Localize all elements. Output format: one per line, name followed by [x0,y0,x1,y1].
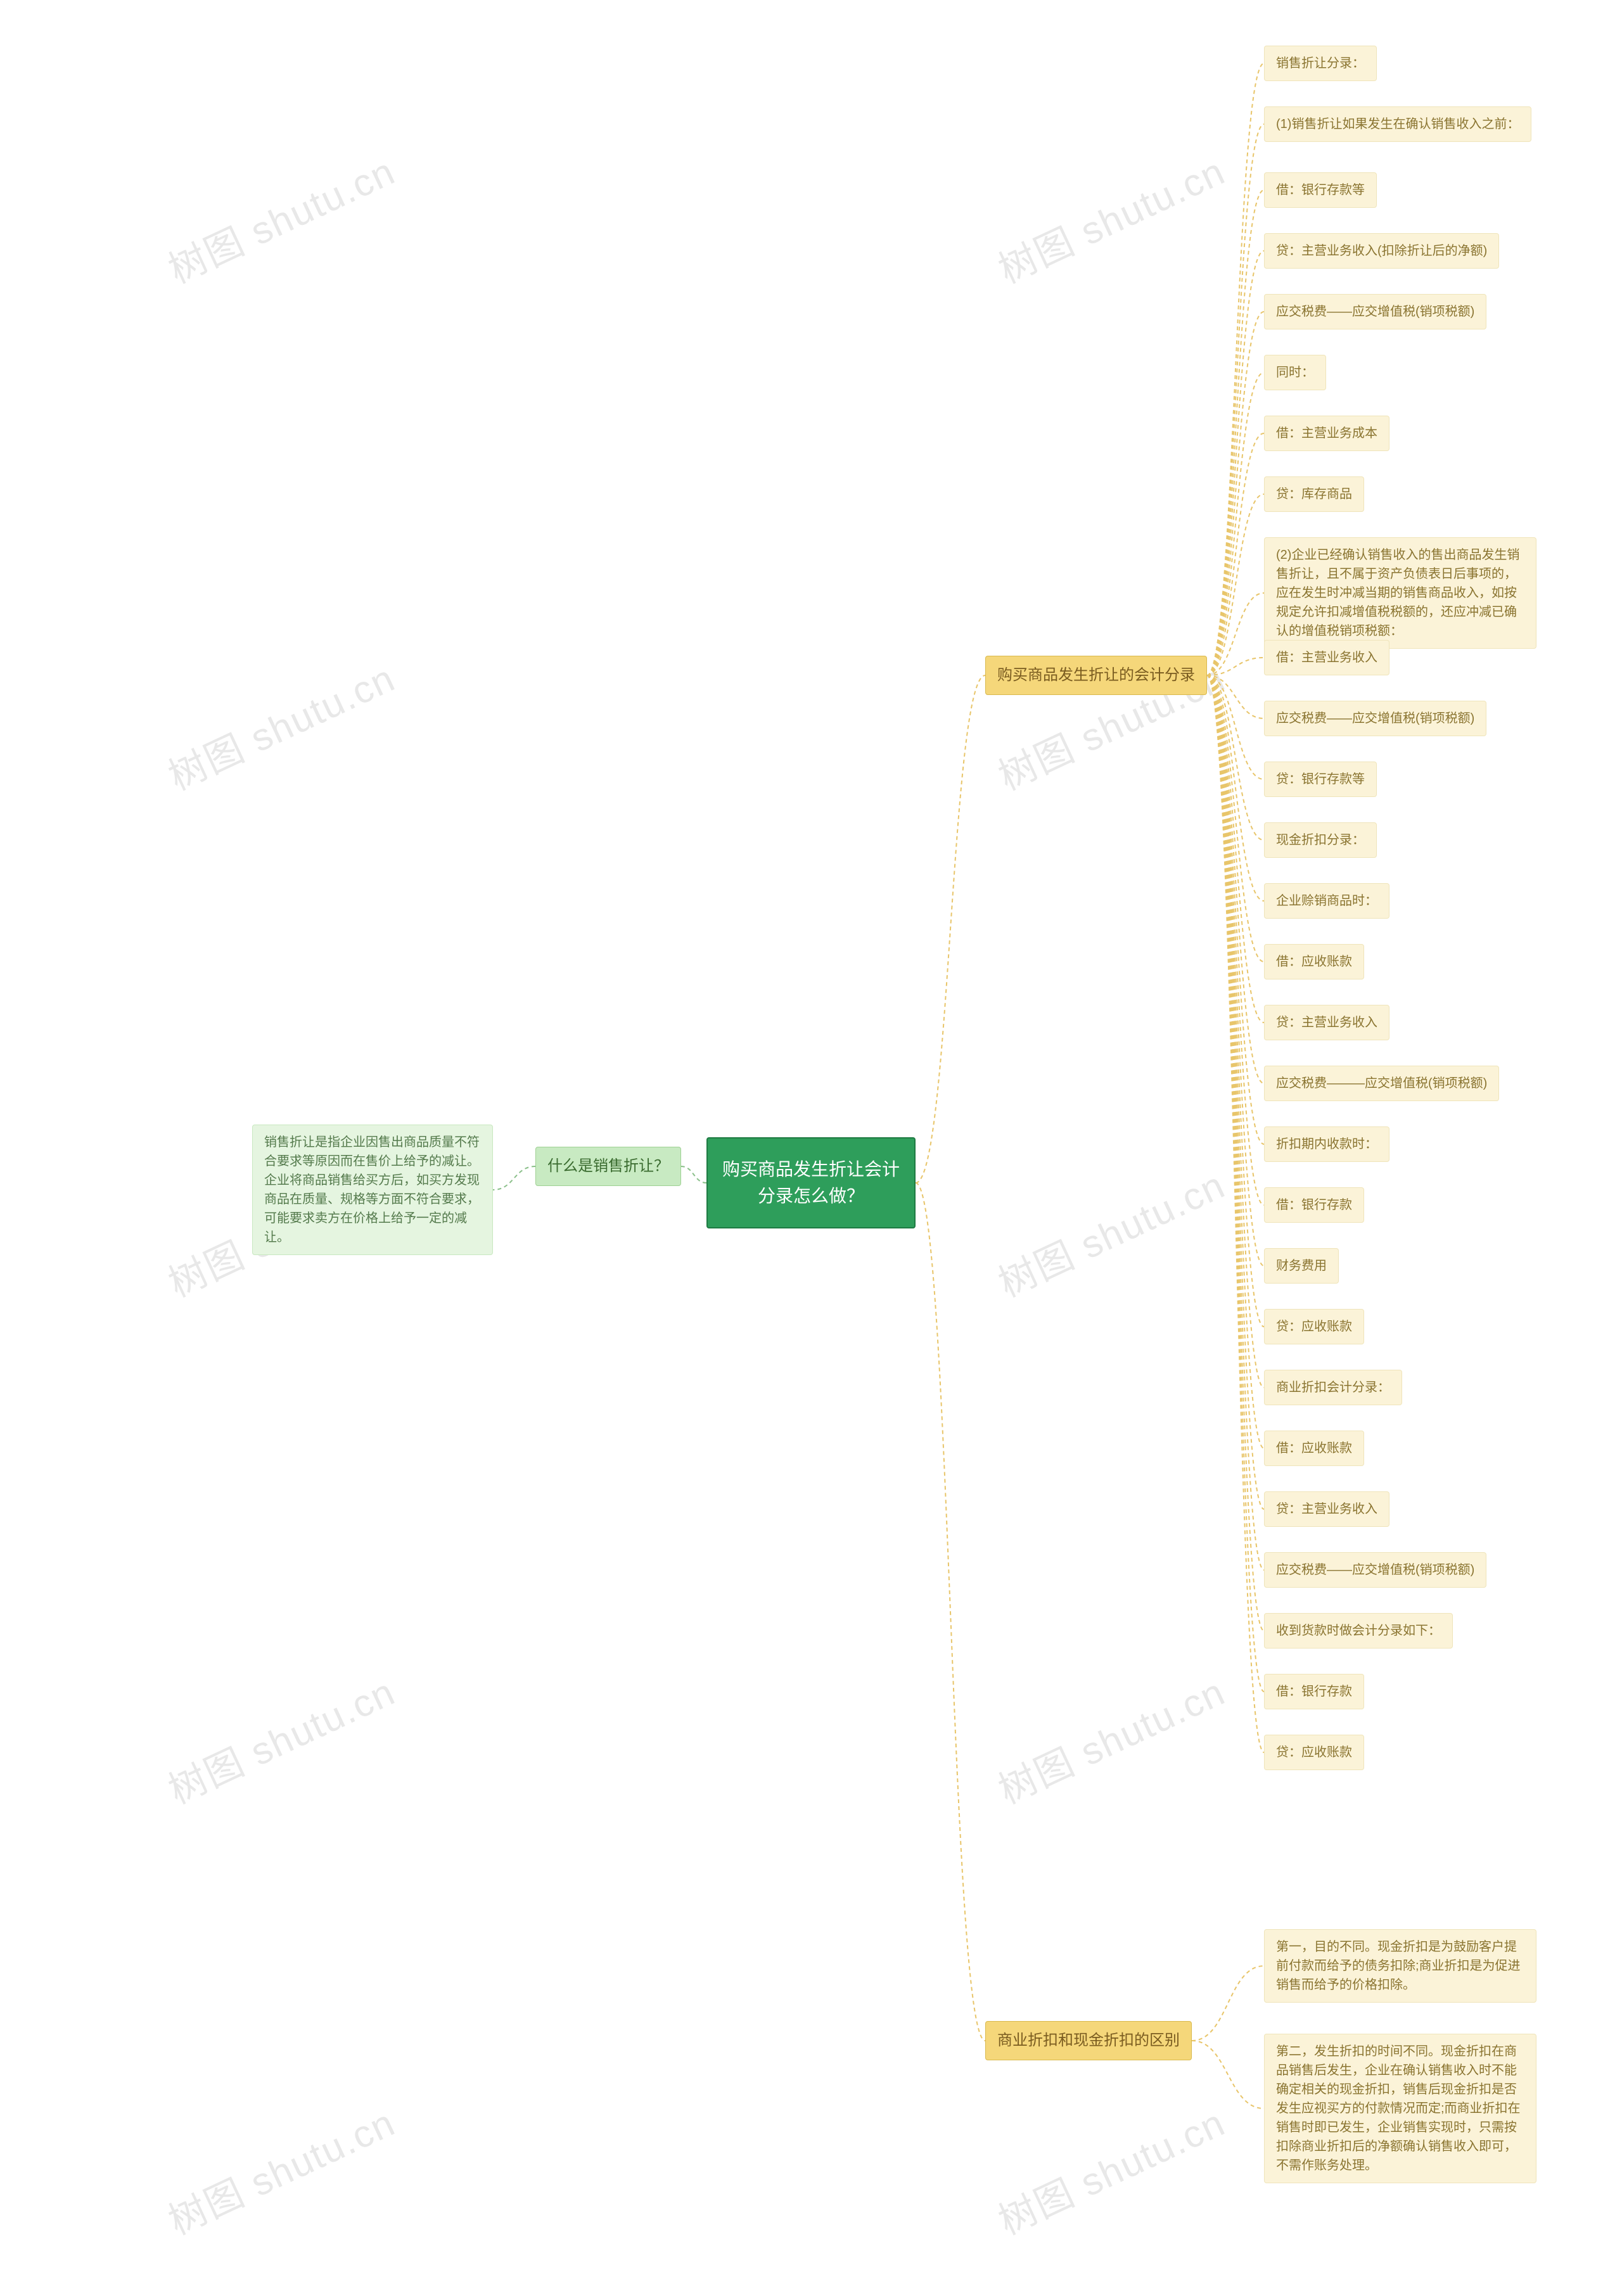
entry-leaf: 贷：主营业务收入(扣除折让后的净额) [1264,233,1499,269]
entry-leaf: 财务费用 [1264,1248,1339,1284]
entry-leaf: 借：应收账款 [1264,1431,1364,1466]
entry-leaf: (1)销售折让如果发生在确认销售收入之前： [1264,106,1531,142]
entry-leaf: 借：主营业务收入 [1264,640,1389,675]
difference-leaf: 第二，发生折扣的时间不同。现金折扣在商品销售后发生，企业在确认销售收入时不能确定… [1264,2034,1536,2183]
entry-leaf: 借：应收账款 [1264,944,1364,979]
entry-leaf: 商业折扣会计分录： [1264,1370,1402,1405]
entry-leaf: 应交税费——应交增值税(销项税额) [1264,701,1486,736]
entry-leaf: 应交税费———应交增值税(销项税额) [1264,1066,1499,1101]
branch-what-is[interactable]: 什么是销售折让？ [535,1147,681,1186]
entry-leaf: (2)企业已经确认销售收入的售出商品发生销售折让，且不属于资产负债表日后事项的，… [1264,537,1536,649]
entry-leaf: 贷：应收账款 [1264,1309,1364,1344]
entry-leaf: 销售折让分录： [1264,46,1377,81]
entry-leaf: 借：主营业务成本 [1264,416,1389,451]
entry-leaf: 同时： [1264,355,1326,390]
entry-leaf: 折扣期内收款时： [1264,1126,1389,1162]
entry-leaf: 贷：库存商品 [1264,476,1364,512]
entry-leaf: 应交税费——应交增值税(销项税额) [1264,294,1486,329]
entry-leaf: 现金折扣分录： [1264,822,1377,858]
entry-leaf: 企业赊销商品时： [1264,883,1389,919]
entry-leaf: 借：银行存款 [1264,1187,1364,1223]
entry-leaf: 贷：应收账款 [1264,1735,1364,1770]
entry-leaf: 收到货款时做会计分录如下： [1264,1613,1453,1649]
entry-leaf: 贷：主营业务收入 [1264,1005,1389,1040]
mindmap-canvas: 树图 shutu.cn 树图 shutu.cn 树图 shutu.cn 树图 s… [0,0,1622,2296]
entry-leaf: 贷：主营业务收入 [1264,1491,1389,1527]
branch-difference[interactable]: 商业折扣和现金折扣的区别 [985,2021,1192,2060]
difference-leaf: 第一，目的不同。现金折扣是为鼓励客户提前付款而给予的债务扣除;商业折扣是为促进销… [1264,1929,1536,2003]
entry-leaf: 应交税费——应交增值税(销项税额) [1264,1552,1486,1588]
root-node[interactable]: 购买商品发生折让会计分录怎么做？ [706,1137,916,1228]
entry-leaf: 贷：银行存款等 [1264,762,1377,797]
branch-accounting-entries[interactable]: 购买商品发生折让的会计分录 [985,656,1207,695]
entry-leaf: 借：银行存款等 [1264,172,1377,208]
entry-leaf: 借：银行存款 [1264,1674,1364,1709]
leaf-what-is-desc: 销售折让是指企业因售出商品质量不符合要求等原因而在售价上给予的减让。企业将商品销… [252,1125,493,1255]
